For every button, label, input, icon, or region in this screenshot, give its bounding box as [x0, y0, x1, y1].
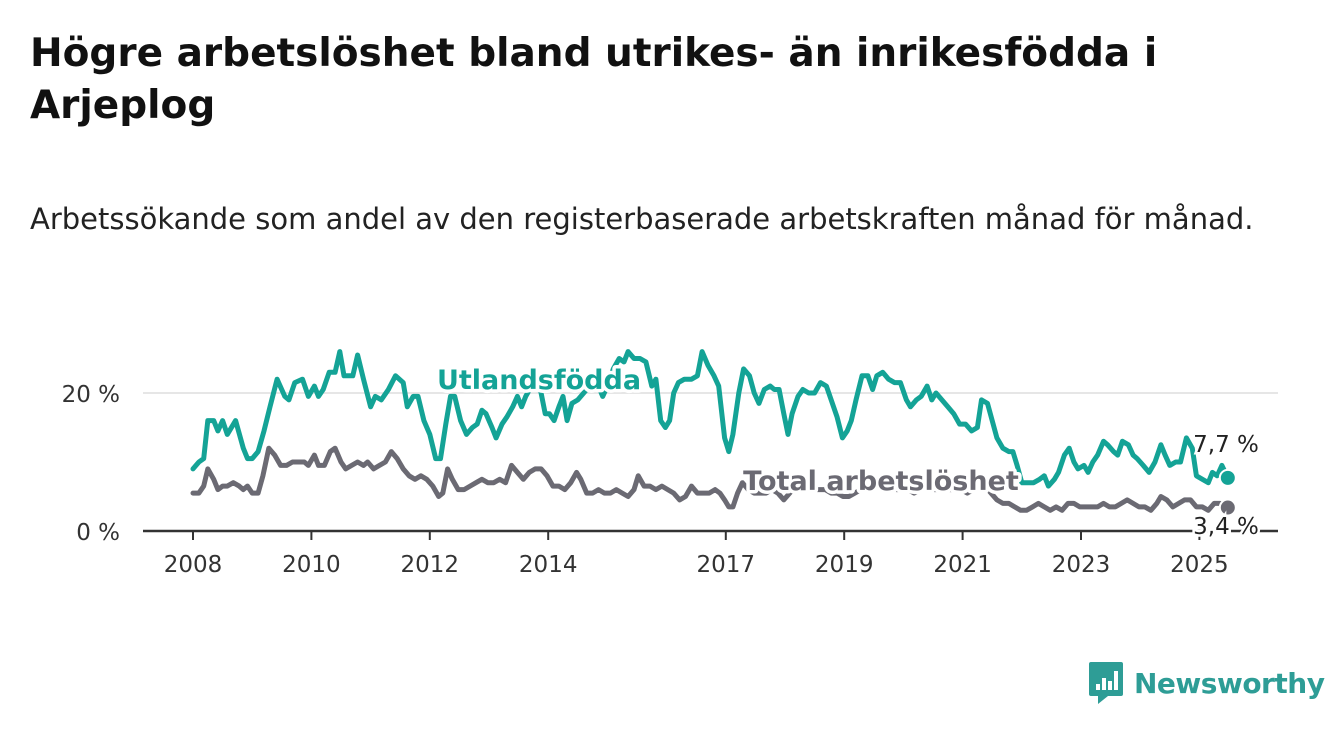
- x-tick-label: 2019: [815, 552, 874, 578]
- end-label-total: 3,4 %: [1193, 514, 1259, 540]
- foreign-born-line: [190, 349, 1231, 489]
- x-tick-label: 2025: [1170, 552, 1229, 578]
- end-label-foreign-born: 7,7 %: [1193, 432, 1259, 458]
- x-tick-label: 2014: [519, 552, 578, 578]
- x-tick-label: 2012: [401, 552, 460, 578]
- x-tick-label: 2023: [1052, 552, 1111, 578]
- y-tick-label: 20 %: [62, 382, 120, 408]
- end-point-marker: [1218, 498, 1237, 517]
- chart-subtitle: Arbetssökande som andel av den registerb…: [30, 202, 1254, 236]
- chart-title: Högre arbetslöshet bland utrikes- än inr…: [30, 31, 1158, 128]
- bar-chart-icon: [1089, 662, 1123, 704]
- series-label-total: Total arbetslöshet: [743, 466, 1019, 497]
- x-tick-label: 2021: [933, 552, 992, 578]
- end-point-marker: [1218, 468, 1237, 487]
- total-line: [190, 445, 1231, 513]
- x-tick-label: 2010: [282, 552, 341, 578]
- newsworthy-logo[interactable]: Newsworthy: [1088, 660, 1325, 706]
- x-tick-label: 2017: [697, 552, 756, 578]
- brand-name: Newsworthy: [1134, 666, 1325, 700]
- x-tick-label: 2008: [164, 552, 223, 578]
- y-tick-label: 0 %: [76, 520, 120, 546]
- series-label-foreign-born: Utlandsfödda: [437, 365, 641, 396]
